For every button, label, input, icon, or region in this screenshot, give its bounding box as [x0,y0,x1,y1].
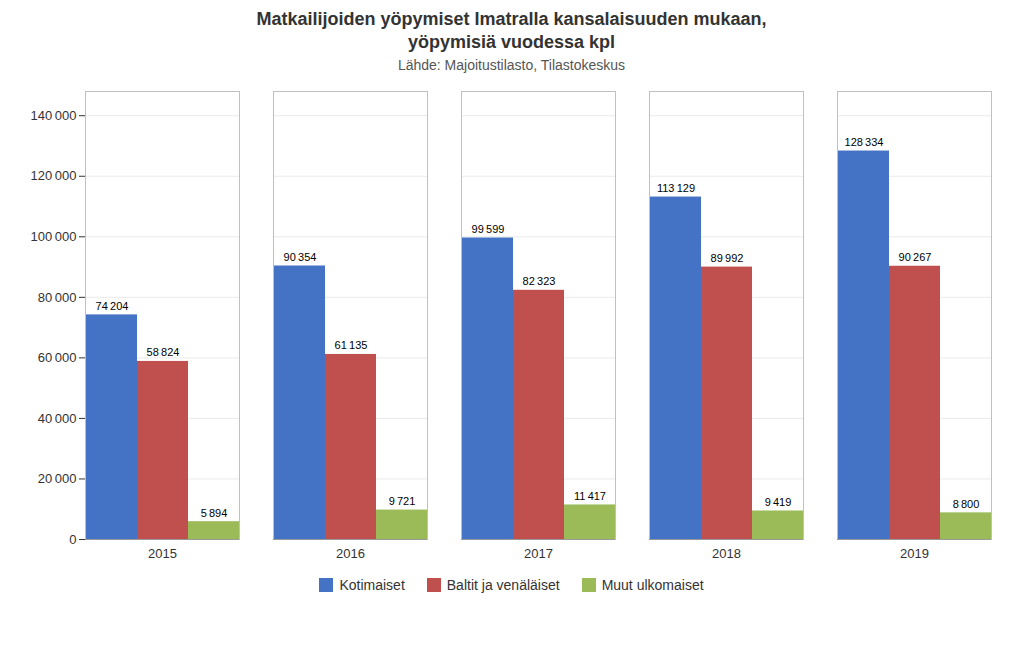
svg-text:120 000: 120 000 [30,168,76,183]
svg-text:60 000: 60 000 [37,350,76,365]
svg-text:5 894: 5 894 [200,507,227,519]
svg-text:2017: 2017 [524,546,553,561]
svg-text:40 000: 40 000 [37,411,76,426]
html-text:Kotimaiset: Kotimaiset [339,577,405,593]
svg-text:89 992: 89 992 [710,252,743,264]
html-text:Matkailijoiden yöpymiset Imatr: Matkailijoiden yöpymiset Imatralla kansa… [256,9,767,29]
svg-text:0: 0 [69,532,76,547]
svg-text:113 129: 113 129 [656,182,694,194]
svg-text:140 000: 140 000 [30,108,76,123]
svg-text:128 334: 128 334 [844,136,883,148]
svg-text:2018: 2018 [712,546,741,561]
svg-text:8 800: 8 800 [952,498,979,510]
svg-text:82 323: 82 323 [522,275,555,287]
svg-text:74 204: 74 204 [95,300,128,312]
html-text:yöpymisiä vuodessa kpl: yöpymisiä vuodessa kpl [408,31,615,52]
html-text:Baltit ja venäläiset: Baltit ja venäläiset [446,577,560,593]
svg-text:2015: 2015 [148,546,177,561]
svg-text:99 599: 99 599 [471,223,504,235]
svg-text:11 417: 11 417 [574,490,606,502]
svg-text:90 267: 90 267 [898,251,931,263]
svg-text:9 419: 9 419 [764,496,791,508]
svg-text:61 135: 61 135 [334,339,367,351]
svg-text:58 824: 58 824 [146,346,179,358]
svg-text:9 721: 9 721 [388,495,415,507]
html-text:Muut ulkomaiset: Muut ulkomaiset [601,577,704,593]
html-text:Lähde: Majoitustilasto, Tilast: Lähde: Majoitustilasto, Tilastokeskus [397,57,626,73]
svg-text:80 000: 80 000 [37,289,76,304]
svg-text:20 000: 20 000 [37,471,76,486]
svg-text:90 354: 90 354 [283,251,316,263]
svg-text:2016: 2016 [336,546,365,561]
svg-text:2019: 2019 [900,546,929,561]
svg-text:100 000: 100 000 [30,229,76,244]
